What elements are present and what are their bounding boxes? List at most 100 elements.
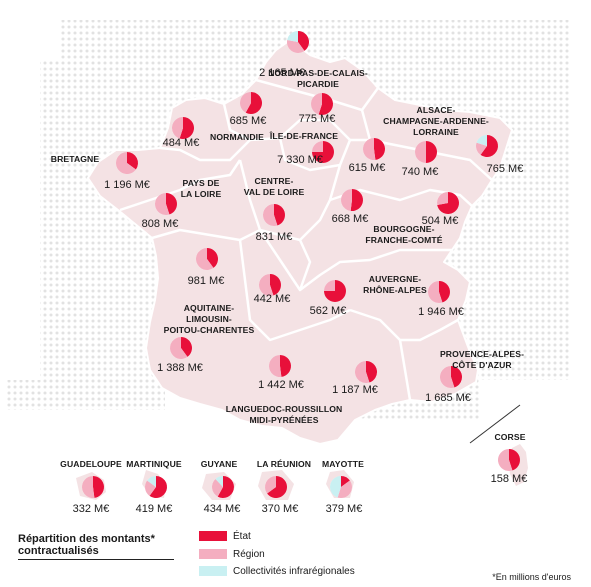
etat-slice bbox=[207, 248, 219, 268]
region-slice bbox=[82, 476, 95, 498]
etat-slice bbox=[451, 366, 463, 388]
region-slice bbox=[116, 152, 136, 174]
overseas-name: MAYOTTE bbox=[322, 459, 364, 469]
legend-item-collectivites: Collectivités infrarégionales bbox=[199, 566, 355, 578]
overseas-4-pie bbox=[329, 476, 352, 499]
overseas-3-pie bbox=[264, 476, 287, 498]
region-value: 1 196 M€ bbox=[104, 179, 150, 191]
etat-slice bbox=[267, 476, 287, 498]
etat-slice bbox=[318, 93, 333, 116]
etat-slice bbox=[341, 476, 350, 487]
region-value: 775 M€ bbox=[299, 113, 336, 125]
region-value: 158 M€ bbox=[491, 473, 528, 485]
region-slice bbox=[427, 281, 443, 304]
region-slice bbox=[196, 248, 214, 270]
region-slice bbox=[287, 39, 305, 53]
region-value: 808 M€ bbox=[142, 218, 179, 230]
region-4-pie bbox=[312, 141, 334, 163]
collectivites-slice bbox=[215, 476, 223, 487]
overseas-2-pie bbox=[212, 476, 234, 498]
legend-label-collectivites: Collectivités infrarégionales bbox=[233, 566, 355, 577]
overseas-name: GUADELOUPE bbox=[60, 459, 122, 469]
region-value: 615 M€ bbox=[349, 162, 386, 174]
region-name: AQUITAINE- bbox=[184, 303, 235, 313]
region-1-pie bbox=[311, 93, 333, 116]
region-slice bbox=[264, 476, 276, 494]
collectivites-slice bbox=[476, 135, 487, 146]
etat-slice bbox=[270, 274, 281, 296]
region-10-pie bbox=[262, 204, 285, 227]
region-7-pie bbox=[415, 141, 437, 163]
region-name: CORSE bbox=[494, 432, 525, 442]
etat-slice bbox=[166, 193, 177, 215]
etat-slice bbox=[374, 138, 386, 160]
etat-slice bbox=[127, 152, 139, 170]
etat-swatch bbox=[199, 531, 227, 541]
region-slice bbox=[437, 192, 448, 206]
region-slice bbox=[340, 189, 352, 211]
region-14-pie bbox=[258, 274, 281, 297]
region-value: 1 685 M€ bbox=[425, 392, 471, 404]
region-slice bbox=[262, 204, 278, 227]
legend-title: Répartition des montants* contractualisés bbox=[18, 533, 155, 557]
region-19-pie bbox=[354, 361, 377, 383]
overseas-value: 419 M€ bbox=[136, 503, 173, 515]
etat-slice bbox=[366, 361, 377, 383]
region-name: CÔTE D'AZUR bbox=[452, 359, 512, 370]
region-11-pie bbox=[340, 189, 363, 211]
region-9-pie bbox=[154, 193, 177, 216]
region-name: CENTRE- bbox=[255, 176, 294, 186]
region-value: 7 330 M€ bbox=[277, 154, 323, 166]
region-name: BOURGOGNE- bbox=[373, 224, 434, 234]
region-value: 981 M€ bbox=[188, 275, 225, 287]
region-value: 668 M€ bbox=[332, 213, 369, 225]
region-value: 442 M€ bbox=[254, 293, 291, 305]
region-slice bbox=[337, 480, 352, 499]
region-name: MIDI-PYRÉNÉES bbox=[249, 415, 318, 425]
region-slice bbox=[324, 280, 335, 291]
overseas-name: LA RÉUNION bbox=[257, 459, 311, 469]
etat-slice bbox=[298, 31, 310, 51]
collectivites-slice bbox=[287, 31, 298, 42]
region-6-pie bbox=[363, 138, 386, 161]
region-value: 1 442 M€ bbox=[258, 379, 304, 391]
etat-slice bbox=[149, 476, 168, 499]
etat-slice bbox=[480, 135, 499, 158]
region-value: 504 M€ bbox=[422, 215, 459, 227]
region-slice bbox=[476, 142, 487, 155]
etat-slice bbox=[280, 355, 291, 377]
region-slice bbox=[311, 93, 322, 115]
overseas-0-pie bbox=[82, 476, 105, 498]
region-5-pie bbox=[476, 135, 499, 158]
collectivites-swatch bbox=[199, 566, 227, 576]
region-17-pie bbox=[170, 337, 193, 359]
region-slice bbox=[212, 478, 223, 497]
region-name: ÎLE-DE-FRANCE bbox=[269, 130, 338, 141]
etat-slice bbox=[426, 141, 437, 163]
region-name: BRETAGNE bbox=[51, 154, 100, 164]
region-13-pie bbox=[196, 248, 219, 270]
region-2-pie bbox=[240, 92, 262, 114]
overseas-1-pie bbox=[145, 476, 168, 499]
region-name: PICARDIE bbox=[297, 79, 339, 89]
footnote: *En millions d'euros bbox=[492, 572, 571, 582]
region-name: LIMOUSIN- bbox=[186, 314, 232, 324]
region-8-pie bbox=[116, 152, 139, 174]
region-21-pie bbox=[440, 366, 463, 388]
etat-slice bbox=[245, 92, 262, 114]
etat-slice bbox=[509, 449, 520, 471]
region-name: FRANCHE-COMTÉ bbox=[365, 235, 442, 245]
region-0-pie bbox=[287, 31, 310, 53]
overseas-value: 434 M€ bbox=[204, 503, 241, 515]
region-value: 562 M€ bbox=[310, 305, 347, 317]
region-name: LORRAINE bbox=[413, 127, 459, 137]
etat-slice bbox=[274, 204, 285, 226]
region-value: 2 165 M€ bbox=[259, 67, 305, 79]
region-value: 1 187 M€ bbox=[332, 384, 378, 396]
region-slice bbox=[172, 117, 183, 139]
region-12-pie bbox=[437, 192, 460, 215]
etat-slice bbox=[437, 192, 460, 215]
region-labels: 2 165 M€NORD-PAS-DE-CALAIS-PICARDIE 775 M… bbox=[51, 67, 528, 515]
region-value: 484 M€ bbox=[163, 137, 200, 149]
overseas-value: 370 M€ bbox=[262, 503, 299, 515]
